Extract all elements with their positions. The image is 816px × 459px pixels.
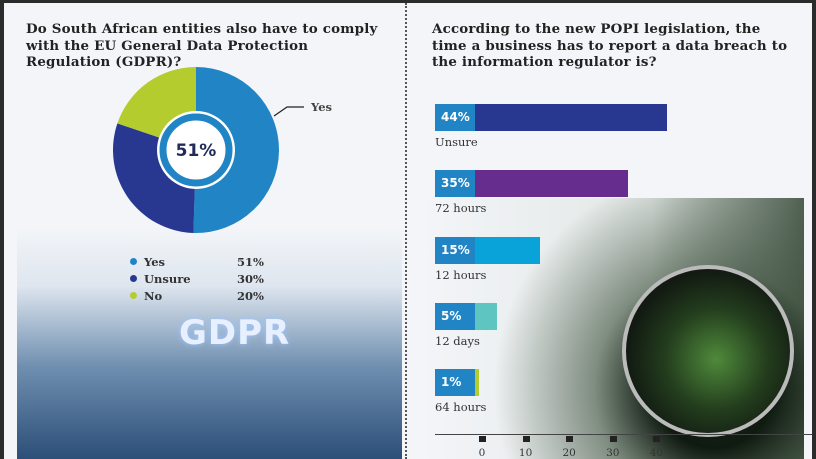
legend-item: No 20% <box>130 287 264 304</box>
bar-value-label: 44% <box>435 104 475 131</box>
legend-value: 30% <box>237 271 264 286</box>
legend-item: Unsure 30% <box>130 270 264 287</box>
legend-label: Unsure <box>144 271 191 286</box>
bar-value-label: 35% <box>435 170 475 198</box>
bar-unsure <box>475 104 667 131</box>
x-tick-label: 0 <box>478 447 486 459</box>
donut-chart: 51% Yes <box>113 66 332 233</box>
bar-value-label: 1% <box>435 369 475 397</box>
legend-item: Yes 51% <box>130 253 264 270</box>
pie-question-title: Do South African entities also have to c… <box>26 21 378 70</box>
bar-category-label: 12 hours <box>435 267 487 282</box>
x-tick-mark <box>653 436 661 442</box>
bar-category-label: Unsure <box>435 135 478 149</box>
bar-value-label: 5% <box>435 302 475 330</box>
bar-12-days <box>475 302 497 330</box>
infographic: GDPR Do South African entities also have… <box>4 3 812 459</box>
gdpr-network-image <box>17 228 402 459</box>
bar-category-label: 64 hours <box>435 400 487 415</box>
pie-legend: Yes 51% Unsure 30% No 20% <box>130 253 264 304</box>
x-tick-mark <box>566 436 574 442</box>
center-ring <box>159 113 233 187</box>
x-axis <box>435 434 812 435</box>
x-tick-label: 10 <box>518 447 533 459</box>
callout-line <box>273 106 304 117</box>
bar-64-hours <box>475 369 480 397</box>
bar-question-title: According to the new POPI legislation, t… <box>432 21 788 70</box>
donut-hole <box>157 111 235 189</box>
pie-slice-yes <box>193 67 279 233</box>
x-tick-label: 20 <box>562 447 576 459</box>
bar-12-hours <box>475 236 541 264</box>
magnifier-fingerprint-icon <box>622 265 794 437</box>
legend-value: 20% <box>237 288 264 303</box>
legend-dot-icon <box>130 258 137 265</box>
legend-value: 51% <box>237 254 264 269</box>
bar-category-label: 12 days <box>435 333 480 348</box>
gdpr-image-text: GDPR <box>179 313 291 353</box>
x-tick-mark <box>522 436 530 442</box>
bar-category-label: 72 hours <box>435 201 487 216</box>
column-divider <box>405 3 407 459</box>
bar-72-hours <box>475 170 628 198</box>
x-tick-mark <box>609 436 617 442</box>
bar-value-label: 15% <box>435 236 475 264</box>
x-tick-label: 30 <box>606 447 620 459</box>
legend-label: No <box>144 288 163 303</box>
callout-label: Yes <box>310 100 332 114</box>
center-value-label: 51% <box>176 141 217 161</box>
legend-label: Yes <box>144 254 166 269</box>
x-tick-mark <box>479 436 486 442</box>
x-tick-label: 40 <box>649 447 664 459</box>
legend-dot-icon <box>130 292 137 299</box>
legend-dot-icon <box>130 275 137 282</box>
